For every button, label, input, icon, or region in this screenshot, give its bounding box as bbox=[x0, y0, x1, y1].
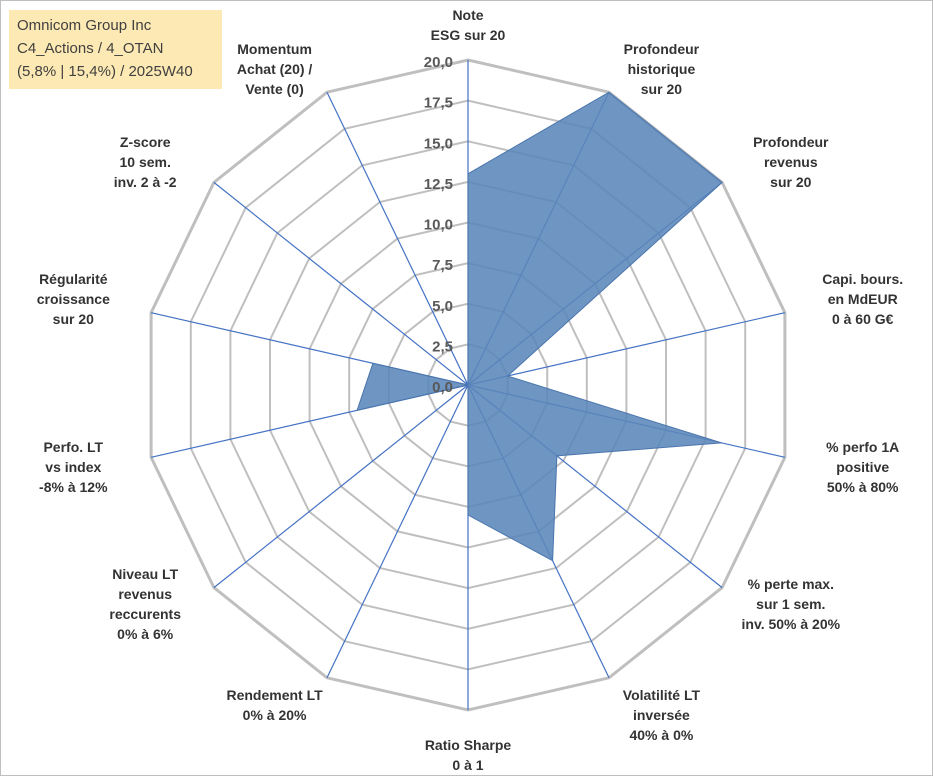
axis-label-line: Ratio Sharpe bbox=[425, 737, 512, 753]
axis-label-line: 0 à 1 bbox=[452, 757, 483, 773]
axis-label-line: sur 20 bbox=[770, 174, 811, 190]
axis-label-line: sur 20 bbox=[53, 311, 94, 327]
axis-spoke bbox=[326, 384, 469, 679]
axis-label-line: 50% à 80% bbox=[827, 479, 899, 495]
axis-label-line: inv. 2 à -2 bbox=[114, 174, 177, 190]
axis-spoke bbox=[326, 91, 469, 386]
tick-label: 5,0 bbox=[432, 298, 453, 315]
axis-label-line: Profondeur bbox=[624, 41, 700, 57]
axis-label-line: -8% à 12% bbox=[39, 479, 108, 495]
radial-ticks: 0,0 2,5 5,0 7,5 10,0 12,5 15,0 17,5 20,0 bbox=[424, 54, 453, 396]
axis-label: Momentum Achat (20) / Vente (0) bbox=[237, 41, 313, 97]
axis-label-line: 40% à 0% bbox=[629, 727, 693, 743]
axis-label: Profondeur revenus sur 20 bbox=[753, 134, 829, 190]
axis-label: Ratio Sharpe 0 à 1 bbox=[425, 737, 512, 773]
tick-label: 12,5 bbox=[424, 176, 453, 193]
axis-label-line: Niveau LT bbox=[112, 566, 178, 582]
tick-label: 0,0 bbox=[432, 379, 453, 396]
axis-label-line: % perfo 1A bbox=[826, 439, 899, 455]
axis-label-line: historique bbox=[628, 61, 696, 77]
axis-label-line: 0 à 60 G€ bbox=[832, 311, 894, 327]
axis-label-line: vs index bbox=[45, 459, 101, 475]
tick-label: 20,0 bbox=[424, 54, 453, 71]
axis-label: Volatilité LT inversée 40% à 0% bbox=[623, 687, 701, 743]
axis-label-line: reccurents bbox=[109, 606, 181, 622]
radar-series bbox=[356, 91, 723, 562]
axis-spoke bbox=[213, 384, 469, 589]
axis-spoke bbox=[467, 312, 786, 386]
axis-label-line: Régularité bbox=[39, 271, 108, 287]
title-line-category: C4_Actions / 4_OTAN bbox=[17, 40, 164, 57]
axis-labels: Note ESG sur 20 Profondeur historique sur 20… bbox=[37, 7, 903, 773]
axis-label-line: ESG sur 20 bbox=[431, 27, 506, 43]
axis-label-line: en MdEUR bbox=[828, 291, 898, 307]
series-area bbox=[356, 91, 723, 562]
tick-label: 2,5 bbox=[432, 338, 453, 355]
axis-label-line: Z-score bbox=[120, 134, 171, 150]
axis-label-line: Profondeur bbox=[753, 134, 829, 150]
axis-label-line: Capi. bours. bbox=[822, 271, 903, 287]
axis-label-line: Volatilité LT bbox=[623, 687, 701, 703]
axis-label: Perfo. LT vs index -8% à 12% bbox=[39, 439, 108, 495]
axis-label: Niveau LT revenus reccurents 0% à 6% bbox=[109, 566, 181, 642]
axis-spoke bbox=[213, 181, 469, 386]
axis-label-line: % perte max. bbox=[748, 576, 834, 592]
axis-label-line: inv. 50% à 20% bbox=[742, 616, 841, 632]
axis-label: Profondeur historique sur 20 bbox=[624, 41, 700, 97]
tick-label: 10,0 bbox=[424, 217, 453, 234]
axis-label-line: sur 20 bbox=[641, 81, 682, 97]
tick-label: 15,0 bbox=[424, 135, 453, 152]
axis-label-line: 0% à 20% bbox=[243, 707, 307, 723]
axis-label-line: Perfo. LT bbox=[43, 439, 103, 455]
tick-label: 7,5 bbox=[432, 257, 453, 274]
axis-label: Z-score 10 sem. inv. 2 à -2 bbox=[114, 134, 177, 190]
title-line-company: Omnicom Group Inc bbox=[17, 17, 152, 34]
title-box: Omnicom Group Inc C4_Actions / 4_OTAN (5… bbox=[9, 10, 222, 89]
tick-label: 17,5 bbox=[424, 95, 453, 112]
axis-label-line: Momentum bbox=[237, 41, 312, 57]
axis-label-line: 0% à 6% bbox=[117, 626, 174, 642]
axis-label: Rendement LT 0% à 20% bbox=[226, 687, 323, 723]
axis-label-line: revenus bbox=[118, 586, 172, 602]
axis-label: Capi. bours. en MdEUR 0 à 60 G€ bbox=[822, 271, 903, 327]
axis-label-line: revenus bbox=[764, 154, 818, 170]
title-line-period: (5,8% | 15,4%) / 2025W40 bbox=[17, 63, 193, 80]
axis-label-line: croissance bbox=[37, 291, 110, 307]
axis-label-line: 10 sem. bbox=[120, 154, 171, 170]
axis-label: % perfo 1A positive 50% à 80% bbox=[826, 439, 899, 495]
axis-label-line: Vente (0) bbox=[245, 81, 303, 97]
axis-label: % perte max. sur 1 sem. inv. 50% à 20% bbox=[742, 576, 841, 632]
axis-label-line: positive bbox=[836, 459, 889, 475]
axis-label-line: Note bbox=[452, 7, 483, 23]
axis-label: Note ESG sur 20 bbox=[431, 7, 506, 43]
axis-label-line: Achat (20) / bbox=[237, 61, 313, 77]
axis-label-line: sur 1 sem. bbox=[756, 596, 825, 612]
axis-label-line: Rendement LT bbox=[226, 687, 323, 703]
axis-label-line: inversée bbox=[633, 707, 690, 723]
axis-label: Régularité croissance sur 20 bbox=[37, 271, 110, 327]
